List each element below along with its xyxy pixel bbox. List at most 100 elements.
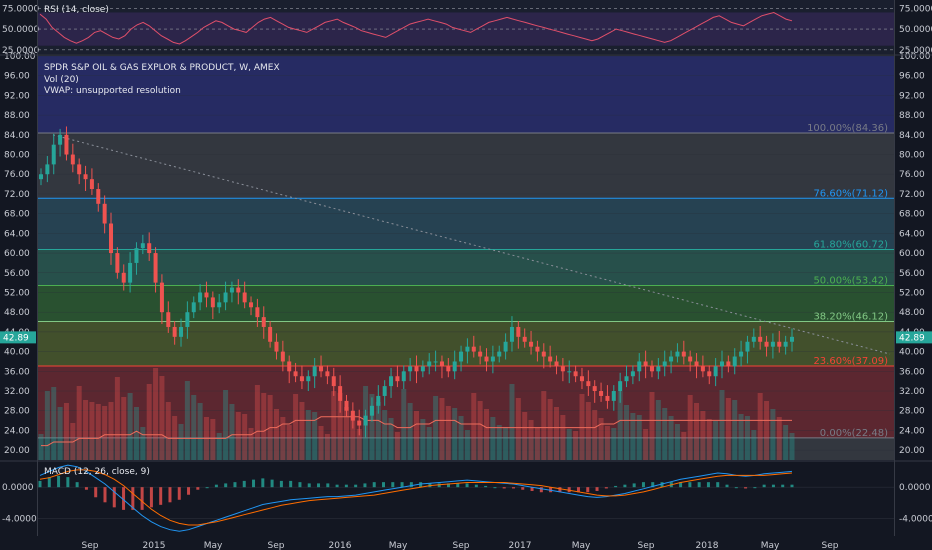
volume-bar xyxy=(630,413,636,460)
candle-body xyxy=(516,326,521,337)
volume-bar xyxy=(674,424,680,460)
volume-bar xyxy=(178,424,184,460)
candle-body xyxy=(681,351,686,357)
volume-bar xyxy=(382,410,388,460)
macd-histogram-bar xyxy=(363,483,367,488)
candle-body xyxy=(376,395,381,406)
macd-histogram-bar xyxy=(84,487,88,490)
volume-bar xyxy=(394,432,400,460)
last-price-tag-left xyxy=(0,331,36,344)
macd-histogram-bar xyxy=(242,480,246,488)
candle-body xyxy=(522,336,527,342)
volume-bar xyxy=(426,427,432,460)
volume-bar xyxy=(458,416,464,460)
volume-bar xyxy=(286,425,292,460)
candle-body xyxy=(70,154,75,165)
time-axis[interactable]: Sep 2015 May Sep 2016 May Sep 2017 May Sep 2018 May… xyxy=(82,541,839,550)
candle-body xyxy=(446,366,451,372)
volume-bar xyxy=(121,397,127,460)
volume-bar xyxy=(452,408,458,460)
macd-tick-label-right: -4.0000 xyxy=(899,515,932,525)
candle-body xyxy=(198,292,203,303)
price-tick-label-right: 48.00 xyxy=(899,308,925,318)
rsi-tick-label-right: 25.0000 xyxy=(899,46,932,56)
fib-level-label: 0.00%(22.48) xyxy=(820,428,888,439)
trend-line[interactable] xyxy=(52,134,891,355)
candle-body xyxy=(166,312,171,327)
macd-histogram-bar xyxy=(66,477,70,488)
price-tick-label-right: 92.00 xyxy=(899,91,925,101)
candle-body xyxy=(121,272,126,283)
candle-body xyxy=(624,376,629,382)
macd-histogram-bar xyxy=(298,482,302,488)
macd-histogram-bar xyxy=(762,484,766,488)
volume-bar xyxy=(694,403,700,460)
macd-histogram-bar xyxy=(168,487,172,503)
candle-body xyxy=(217,302,222,308)
legend-volume[interactable]: Vol (20) xyxy=(44,75,79,85)
macd-histogram-bar xyxy=(511,487,515,489)
volume-bar xyxy=(706,419,712,460)
macd-histogram-bar xyxy=(790,484,794,488)
legend-vwap[interactable]: VWAP: unsupported resolution xyxy=(44,86,181,96)
volume-bar xyxy=(414,411,419,460)
volume-bar xyxy=(108,402,114,460)
volume-bar xyxy=(343,407,349,460)
candle-body xyxy=(357,420,362,426)
candle-body xyxy=(707,371,712,377)
macd-histogram-bar xyxy=(446,483,450,488)
volume-bar xyxy=(573,431,579,460)
macd-histogram-bar xyxy=(725,484,729,488)
price-tick-label-right: 68.00 xyxy=(899,210,925,220)
candle-body xyxy=(649,366,654,372)
price-tick-label-left: 24.00 xyxy=(4,426,30,436)
volume-bar xyxy=(254,385,260,460)
volume-bar xyxy=(764,401,770,460)
candle-body xyxy=(675,351,680,357)
volume-bar xyxy=(102,406,108,460)
macd-tick-label-left: 0.0000 xyxy=(2,483,34,493)
volume-bar xyxy=(356,429,362,460)
volume-bar xyxy=(776,417,782,460)
volume-bar xyxy=(165,402,171,460)
price-tick-label-left: 40.00 xyxy=(4,348,30,358)
candle-body xyxy=(159,282,164,313)
volume-bar xyxy=(114,377,120,460)
candles xyxy=(39,126,794,438)
candle-body xyxy=(83,174,88,180)
macd-background xyxy=(38,462,894,534)
volume-bar xyxy=(57,407,63,460)
price-tick-label-left: 96.00 xyxy=(4,72,30,82)
price-y-axis-left: 100.00 96.00 92.00 88.00 84.00 80.00 76.00 72.0… xyxy=(4,52,36,456)
candle-body xyxy=(39,174,43,180)
macd-histogram-bar xyxy=(493,487,497,489)
volume-bar xyxy=(496,425,502,460)
volume-bar xyxy=(668,416,674,460)
fib-band xyxy=(38,285,894,322)
macd-histogram-bar xyxy=(112,487,116,508)
candle-body xyxy=(700,366,705,372)
macd-histogram-bar xyxy=(103,487,107,503)
volume-bar xyxy=(503,427,509,460)
volume-bar xyxy=(464,430,470,460)
candle-body xyxy=(369,405,374,416)
candle-body xyxy=(261,317,266,327)
macd-histogram-bar xyxy=(530,487,534,491)
volume-bar xyxy=(528,420,534,460)
price-tick-label-left: 92.00 xyxy=(4,91,30,101)
candle-body xyxy=(777,341,782,347)
price-tick-label-right: 64.00 xyxy=(899,229,925,239)
candle-body xyxy=(554,361,559,367)
price-tick-label-left: 36.00 xyxy=(4,367,30,377)
candle-body xyxy=(503,341,508,352)
volume-bar xyxy=(331,391,337,460)
volume-bar xyxy=(261,393,267,460)
candle-body xyxy=(401,371,406,382)
fib-labels: 100.00%(84.36) 76.60%(71.12) 61.80%(60.72)… xyxy=(807,123,888,439)
volume-bar xyxy=(757,393,763,460)
symbol-title[interactable]: SPDR S&P OIL & GAS EXPLOR & PRODUCT, W, … xyxy=(44,63,280,73)
price-tick-label-right: 96.00 xyxy=(899,72,925,82)
macd-histogram-bar xyxy=(47,477,51,488)
candle-body xyxy=(331,376,336,387)
